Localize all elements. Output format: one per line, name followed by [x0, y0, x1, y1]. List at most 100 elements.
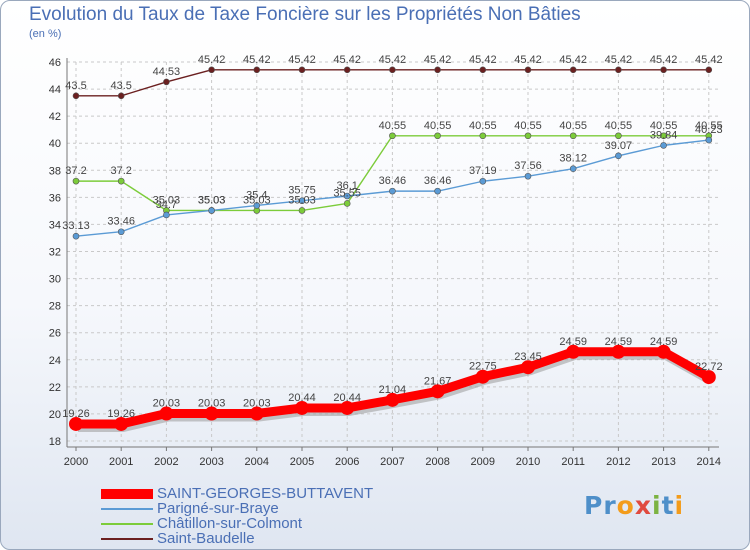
data-point [389, 66, 396, 74]
y-tick-label: 42 [49, 111, 61, 123]
series-layer [69, 66, 716, 432]
legend-swatch-chatillon-sur-colmont [101, 523, 153, 525]
data-label: 45.42 [469, 54, 497, 66]
data-point [701, 370, 716, 385]
legend-label-chatillon-sur-colmont: Châtillon-sur-Colmont [157, 515, 303, 532]
grid [67, 61, 719, 442]
data-label: 40.23 [695, 124, 723, 136]
data-point [524, 66, 532, 74]
legend-label-parigne-sur-braye: Parigné-sur-Braye [157, 500, 279, 517]
data-labels: 19.26 19.26 20.03 20.03 20.03 20.44 20.44 21.04… [62, 54, 722, 420]
x-tick-label: 2009 [471, 456, 495, 468]
data-point [566, 344, 581, 359]
data-label: 44.53 [153, 66, 181, 78]
data-point [430, 384, 445, 399]
data-point [72, 177, 80, 185]
data-point [249, 406, 264, 421]
data-point [385, 392, 400, 407]
legend-label-saint-georges-buttavent: SAINT-GEORGES-BUTTAVENT [157, 485, 374, 502]
data-point [117, 228, 125, 236]
data-label: 35.03 [153, 194, 181, 206]
y-tick-label: 32 [49, 247, 61, 259]
data-point [208, 66, 215, 74]
y-unit-label: (en %) [29, 28, 62, 40]
data-point [705, 66, 713, 74]
x-tick-label: 2013 [651, 456, 675, 468]
data-label: 35.03 [198, 194, 226, 206]
legend-swatch-saint-georges-buttavent [101, 489, 153, 499]
data-label: 33.46 [107, 216, 135, 228]
data-point [295, 400, 309, 415]
data-label: 36.1 [336, 180, 357, 192]
x-tick-label: 2007 [380, 456, 404, 468]
data-label: 45.42 [559, 54, 587, 66]
x-tick-label: 2006 [335, 456, 359, 468]
data-label: 40.55 [424, 120, 452, 132]
data-label: 40.55 [514, 120, 542, 132]
x-tick-label: 2010 [516, 456, 540, 468]
data-label: 38.12 [559, 153, 587, 165]
data-label: 43.5 [110, 80, 131, 92]
data-label: 37.2 [65, 165, 86, 177]
data-point [521, 360, 535, 375]
data-point [298, 66, 306, 74]
y-tick-label: 26 [49, 328, 61, 340]
data-label: 33.13 [62, 220, 90, 232]
y-tick-label: 46 [49, 57, 61, 69]
data-label: 45.42 [424, 54, 452, 66]
data-label: 45.42 [605, 54, 633, 66]
y-tick-label: 34 [49, 219, 61, 231]
y-tick-label: 20 [49, 409, 61, 421]
data-label: 20.44 [333, 392, 361, 404]
data-point [253, 202, 261, 209]
data-label: 40.55 [695, 120, 723, 132]
x-tick-label: 2004 [245, 456, 269, 468]
data-label: 36.46 [424, 175, 452, 187]
x-tick-label: 2005 [290, 456, 314, 468]
data-label: 45.42 [243, 54, 271, 66]
data-point [434, 187, 441, 195]
data-label: 22.75 [469, 361, 497, 373]
data-point [660, 66, 667, 74]
data-label: 24.59 [559, 336, 587, 348]
data-label: 22.72 [695, 361, 723, 373]
data-label: 20.03 [153, 398, 181, 410]
data-point [159, 406, 174, 421]
data-label: 45.42 [198, 54, 226, 66]
data-label: 45.42 [514, 54, 542, 66]
data-label: 40.55 [379, 120, 407, 132]
data-point [660, 132, 667, 140]
data-point [569, 132, 577, 140]
data-point [343, 192, 351, 200]
data-label: 39.07 [605, 140, 633, 152]
data-point [298, 197, 306, 205]
data-point [117, 177, 125, 185]
data-point [72, 232, 80, 240]
x-tick-label: 2012 [606, 456, 630, 468]
x-tick-label: 2002 [154, 456, 178, 468]
data-point [69, 416, 83, 431]
data-label: 36.46 [379, 175, 407, 187]
data-point [389, 132, 396, 140]
data-label: 21.67 [424, 375, 452, 387]
data-label: 23.45 [514, 351, 542, 363]
data-point [611, 344, 626, 359]
data-point [524, 172, 532, 180]
y-tick-label: 18 [49, 436, 61, 448]
x-tick-label: 2014 [697, 456, 721, 468]
x-tick-label: 2000 [64, 456, 88, 468]
data-label: 35.03 [288, 194, 316, 206]
data-point [660, 142, 667, 149]
y-tick-label: 24 [49, 355, 61, 367]
data-label: 19.26 [62, 408, 90, 420]
data-label: 20.44 [288, 392, 316, 404]
data-point [615, 152, 622, 160]
data-label: 37.2 [110, 165, 131, 177]
data-point [524, 132, 532, 140]
proxiti-logo: Proxiti [584, 491, 685, 520]
x-tick-label: 2011 [561, 456, 585, 468]
data-point [389, 187, 396, 195]
data-point [705, 136, 713, 144]
data-label: 45.42 [695, 54, 723, 66]
